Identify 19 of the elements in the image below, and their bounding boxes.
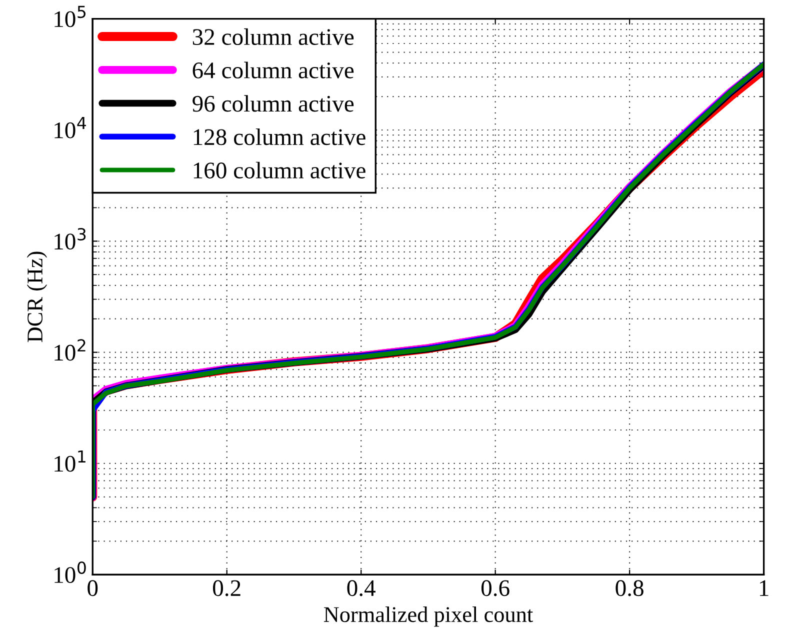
- x-tick-label: 0.6: [481, 580, 510, 596]
- x-axis-title: Normalized pixel count: [324, 606, 533, 627]
- legend-label: 160 column active: [194, 162, 366, 178]
- x-tick-label: 0.2: [213, 580, 240, 596]
- x-tick-label: 0.8: [616, 580, 644, 596]
- legend-label: 128 column active: [194, 128, 366, 146]
- y-tick-label: 10$^{4}$: [54, 116, 86, 138]
- y-tick-label: 10$^{3}$: [54, 228, 86, 250]
- legend-label: 64 column active: [192, 62, 354, 78]
- y-tick-label: 10$^{1}$: [54, 450, 86, 472]
- y-tick-label: 10$^{5}$: [54, 6, 86, 28]
- legend-label: 32 column active: [192, 28, 354, 46]
- x-tick-label: 0: [88, 580, 98, 596]
- legend-label: 96 column active: [192, 95, 354, 112]
- y-tick-label: 10$^{0}$: [54, 561, 86, 584]
- x-tick-label: 1: [760, 580, 768, 596]
- y-axis-title: DCR (Hz): [26, 252, 48, 342]
- y-tick-label: 10$^{2}$: [54, 339, 86, 361]
- x-tick-label: 0.4: [347, 580, 376, 596]
